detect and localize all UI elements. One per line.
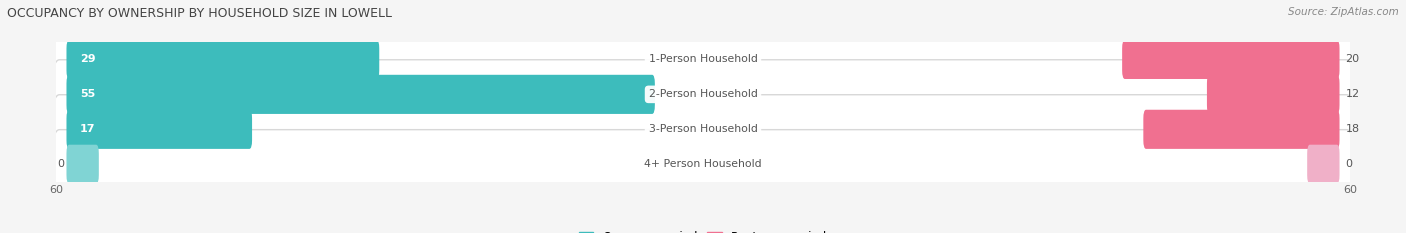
FancyBboxPatch shape	[53, 60, 1353, 129]
Text: 29: 29	[80, 55, 96, 64]
Text: 55: 55	[80, 89, 96, 99]
Text: Source: ZipAtlas.com: Source: ZipAtlas.com	[1288, 7, 1399, 17]
FancyBboxPatch shape	[53, 130, 1353, 199]
Text: OCCUPANCY BY OWNERSHIP BY HOUSEHOLD SIZE IN LOWELL: OCCUPANCY BY OWNERSHIP BY HOUSEHOLD SIZE…	[7, 7, 392, 20]
Text: 0: 0	[56, 159, 63, 169]
Text: 18: 18	[1346, 124, 1360, 134]
FancyBboxPatch shape	[1143, 110, 1340, 149]
FancyBboxPatch shape	[66, 110, 252, 149]
FancyBboxPatch shape	[66, 75, 655, 114]
FancyBboxPatch shape	[53, 95, 1353, 164]
Legend: Owner-occupied, Renter-occupied: Owner-occupied, Renter-occupied	[574, 226, 832, 233]
Text: 1-Person Household: 1-Person Household	[648, 55, 758, 64]
Text: 4+ Person Household: 4+ Person Household	[644, 159, 762, 169]
FancyBboxPatch shape	[66, 40, 380, 79]
Text: 17: 17	[80, 124, 96, 134]
FancyBboxPatch shape	[66, 145, 98, 184]
FancyBboxPatch shape	[1206, 75, 1340, 114]
FancyBboxPatch shape	[1308, 145, 1340, 184]
Text: 2-Person Household: 2-Person Household	[648, 89, 758, 99]
FancyBboxPatch shape	[53, 25, 1353, 94]
Text: 20: 20	[1346, 55, 1360, 64]
Text: 12: 12	[1346, 89, 1360, 99]
Text: 3-Person Household: 3-Person Household	[648, 124, 758, 134]
Text: 0: 0	[1346, 159, 1353, 169]
FancyBboxPatch shape	[1122, 40, 1340, 79]
